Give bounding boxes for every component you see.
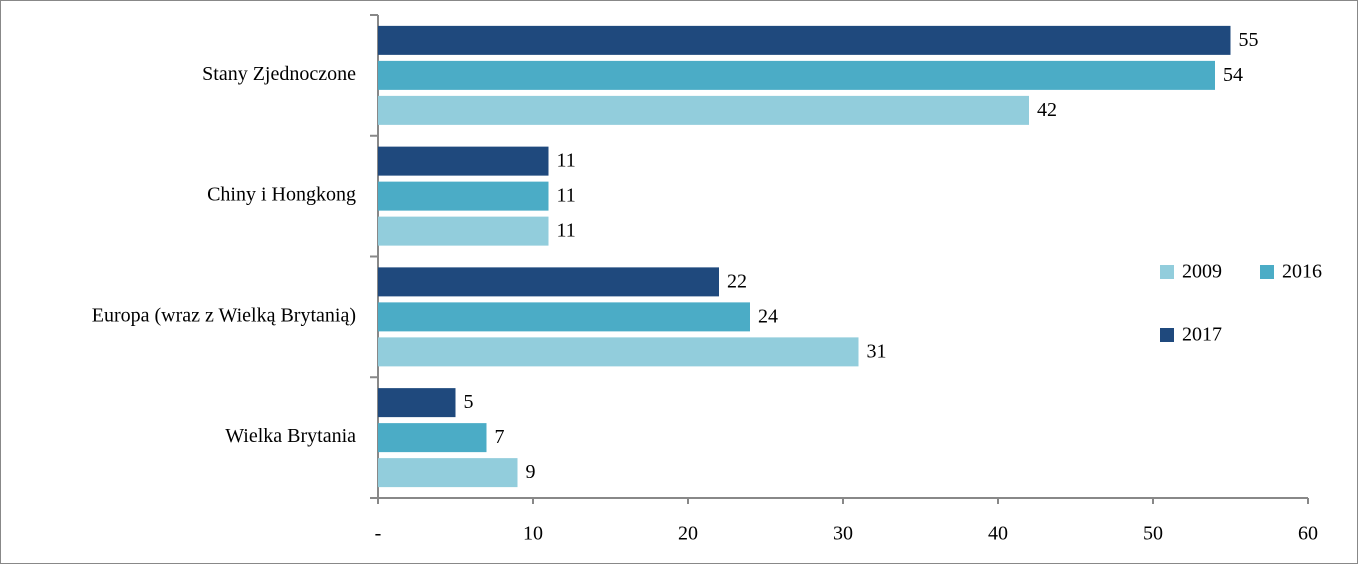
value-label: 11 (557, 185, 576, 207)
x-tick-label: 30 (833, 523, 853, 545)
value-label: 5 (464, 391, 474, 413)
legend-label: 2017 (1182, 324, 1222, 346)
bar (378, 337, 859, 367)
x-tick-label: 20 (678, 523, 698, 545)
value-label: 55 (1239, 29, 1259, 51)
x-tick-label: - (375, 523, 382, 545)
bar (378, 25, 1231, 55)
legend-swatch (1160, 265, 1174, 279)
bar (378, 302, 750, 332)
value-label: 11 (557, 220, 576, 242)
value-label: 31 (867, 340, 887, 362)
y-tick-label: Europa (wraz z Wielką Brytanią) (92, 304, 356, 326)
legend-label: 2016 (1282, 261, 1322, 283)
bar (378, 267, 719, 297)
value-label: 54 (1223, 64, 1243, 86)
x-tick-label: 50 (1143, 523, 1163, 545)
value-label: 11 (557, 150, 576, 172)
legend-swatch (1160, 328, 1174, 342)
value-label: 7 (495, 426, 505, 448)
x-tick-label: 60 (1298, 523, 1318, 545)
bar (378, 146, 549, 176)
x-tick-label: 10 (523, 523, 543, 545)
legend-swatch (1260, 265, 1274, 279)
bar (378, 60, 1215, 90)
bar (378, 216, 549, 246)
legend-label: 2009 (1182, 261, 1222, 283)
bar (378, 388, 456, 418)
bar (378, 458, 518, 488)
bar (378, 95, 1029, 125)
y-tick-label: Stany Zjednoczone (202, 63, 356, 85)
value-label: 24 (758, 305, 778, 327)
x-tick-label: 40 (988, 523, 1008, 545)
value-label: 9 (526, 461, 536, 483)
bar (378, 423, 487, 453)
value-label: 22 (727, 270, 747, 292)
value-label: 42 (1037, 99, 1057, 121)
bar (378, 181, 549, 211)
y-tick-label: Chiny i Hongkong (207, 184, 356, 206)
y-tick-label: Wielka Brytania (225, 425, 356, 447)
